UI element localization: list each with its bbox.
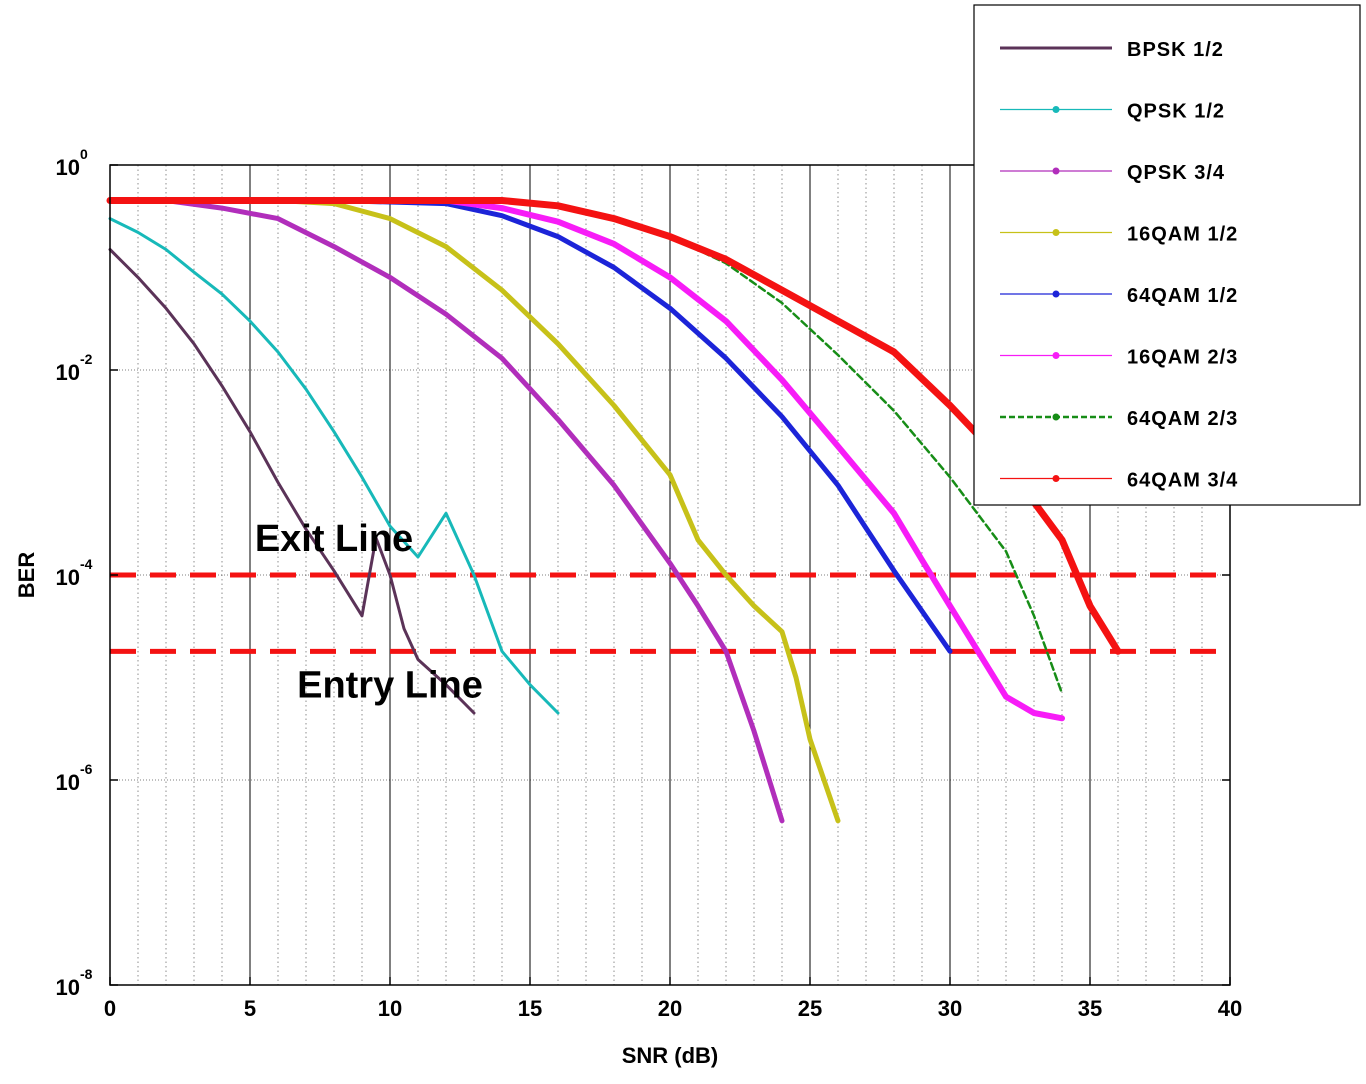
legend-label: QPSK 3/4 bbox=[1127, 162, 1225, 184]
series-line bbox=[107, 198, 785, 824]
x-tick-label: 40 bbox=[1218, 996, 1242, 1021]
y-tick-label: 10 bbox=[56, 360, 80, 385]
threshold-lines bbox=[110, 572, 1222, 654]
legend-swatch-marker bbox=[1052, 352, 1060, 359]
x-tick-label: 35 bbox=[1078, 996, 1102, 1021]
annotation-label: Exit Line bbox=[255, 518, 413, 560]
x-tick-label: 30 bbox=[938, 996, 962, 1021]
y-tick-exponent: -6 bbox=[80, 761, 93, 777]
annotations: Exit Line Entry Line bbox=[255, 518, 483, 707]
legend-box bbox=[973, 4, 1361, 506]
x-tick-label: 20 bbox=[658, 996, 682, 1021]
series-line bbox=[106, 197, 1122, 655]
x-axis-title: SNR (dB) bbox=[622, 1043, 719, 1068]
x-tick-label: 5 bbox=[244, 996, 256, 1021]
legend-label: BPSK 1/2 bbox=[1127, 39, 1224, 61]
x-tick-label: 15 bbox=[518, 996, 542, 1021]
y-tick-exponent: -4 bbox=[80, 556, 93, 572]
legend-swatch-marker bbox=[1052, 475, 1060, 482]
series-line bbox=[108, 248, 476, 715]
legend-label: 16QAM 1/2 bbox=[1127, 224, 1238, 246]
y-tick-exponent: 0 bbox=[80, 146, 88, 162]
y-tick-exponent: -2 bbox=[80, 351, 93, 367]
legend-label: 64QAM 3/4 bbox=[1127, 470, 1238, 492]
series-lines bbox=[106, 197, 1122, 824]
legend-swatch-marker bbox=[1052, 413, 1060, 421]
legend-label: 64QAM 1/2 bbox=[1127, 285, 1238, 307]
y-axis-title: BER bbox=[14, 552, 39, 599]
y-tick-exponent: -8 bbox=[80, 966, 93, 982]
y-tick-label: 10 bbox=[56, 770, 80, 795]
series-line bbox=[107, 198, 841, 824]
legend-label: QPSK 1/2 bbox=[1127, 101, 1225, 123]
series-line bbox=[107, 197, 1065, 722]
legend-swatch-marker bbox=[1052, 290, 1060, 298]
legend: BPSK 1/2 QPSK 1/2 QPSK 3/4 16QAM 1/2 64QAM 1… bbox=[973, 4, 1361, 506]
x-tick-label: 10 bbox=[378, 996, 402, 1021]
legend-swatch-marker bbox=[1052, 229, 1060, 236]
legend-swatch-marker bbox=[1052, 167, 1060, 175]
y-tick-label: 10 bbox=[56, 565, 80, 590]
series-line bbox=[108, 217, 560, 715]
legend-swatch-marker bbox=[1052, 106, 1060, 113]
legend-label: 64QAM 2/3 bbox=[1127, 408, 1238, 430]
y-tick-label: 10 bbox=[56, 155, 80, 180]
y-tick-label: 10 bbox=[56, 975, 80, 1000]
x-tick-label: 0 bbox=[104, 996, 116, 1021]
legend-label: 16QAM 2/3 bbox=[1127, 347, 1238, 369]
annotation-label: Entry Line bbox=[297, 665, 483, 707]
x-tick-label: 25 bbox=[798, 996, 822, 1021]
